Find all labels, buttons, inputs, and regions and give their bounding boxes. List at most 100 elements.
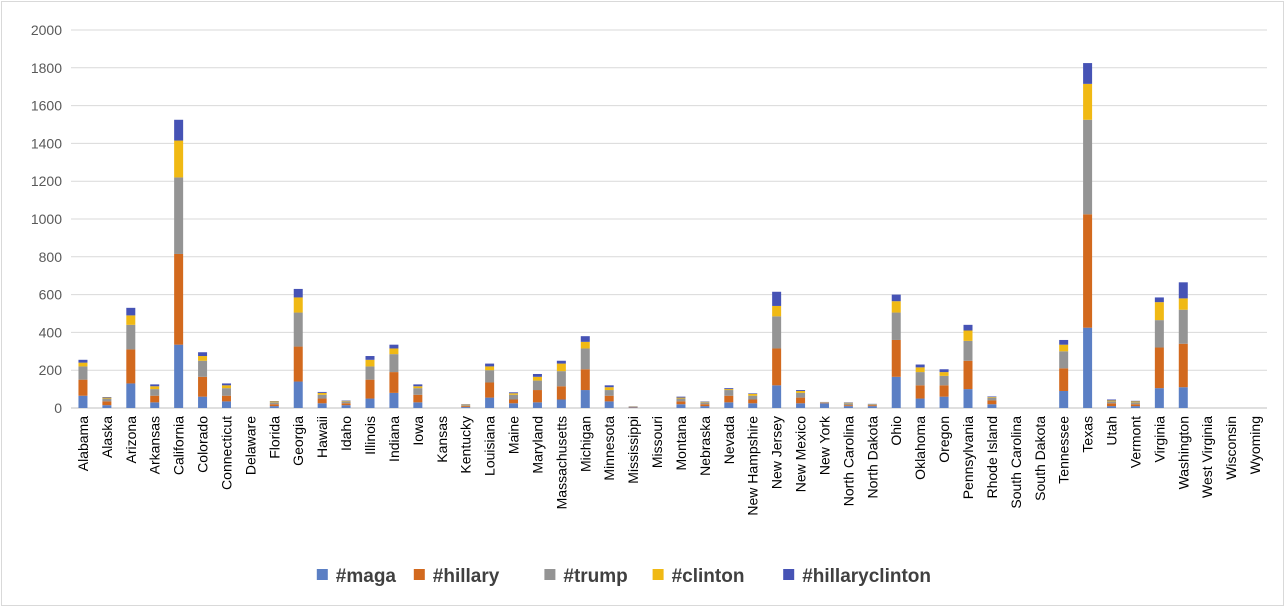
- bar-segment: [198, 356, 208, 361]
- bar-segment: [556, 386, 566, 400]
- legend-swatch: [544, 569, 556, 580]
- x-tick-label: Missouri: [649, 416, 665, 468]
- bar-segment: [1083, 327, 1093, 408]
- bar-segment: [221, 385, 231, 389]
- bar-segment: [509, 393, 519, 395]
- bar-segment: [819, 403, 829, 408]
- bar-segment: [748, 399, 758, 404]
- bar-segment: [293, 297, 303, 313]
- bar-segment: [1130, 401, 1140, 403]
- bar-segment: [772, 305, 782, 317]
- legend-swatch: [413, 569, 425, 580]
- bar-segment: [78, 395, 88, 408]
- bar-segment: [78, 359, 88, 363]
- bar-segment: [867, 404, 877, 406]
- x-tick-label: New York: [816, 415, 832, 475]
- bar-segment: [389, 354, 399, 373]
- x-tick-label: Kentucky: [458, 416, 474, 474]
- bar-segment: [198, 360, 208, 377]
- bar-segment: [676, 397, 686, 399]
- x-tick-label: Idaho: [338, 416, 354, 451]
- bar-segment: [509, 392, 519, 394]
- bar-segment: [915, 364, 925, 368]
- bar-segment: [174, 140, 184, 178]
- x-tick-label: Tennessee: [1056, 416, 1072, 484]
- x-tick-label: Louisiana: [482, 416, 498, 476]
- bar-segment: [939, 385, 949, 397]
- bar-segment: [867, 405, 877, 407]
- legend-swatch: [316, 569, 328, 580]
- bar-segment: [102, 398, 112, 402]
- y-tick-label: 0: [54, 400, 62, 416]
- bar-segment: [724, 390, 734, 396]
- bar-segment: [317, 391, 327, 393]
- x-tick-label: Wisconsin: [1223, 416, 1239, 480]
- y-tick-label: 1200: [31, 173, 62, 189]
- bar-segment: [963, 340, 973, 361]
- x-tick-label: Texas: [1080, 416, 1096, 453]
- bar-segment: [1107, 403, 1117, 407]
- x-tick-label: Oklahoma: [912, 416, 928, 480]
- bar-segment: [700, 402, 710, 405]
- x-tick-label: Georgia: [290, 416, 306, 466]
- bar-segment: [102, 401, 112, 406]
- bar-segment: [819, 402, 829, 404]
- bar-segment: [676, 398, 686, 402]
- x-tick-label: Minnesota: [601, 416, 617, 481]
- x-tick-label: Pennsylvania: [960, 416, 976, 499]
- x-tick-label: Nevada: [721, 416, 737, 464]
- bar-segment: [1083, 63, 1093, 84]
- bar-segment: [150, 384, 160, 387]
- bar-segment: [1154, 320, 1164, 348]
- bar-segment: [317, 398, 327, 404]
- bar-segment: [748, 403, 758, 408]
- bar-segment: [532, 373, 542, 377]
- bar-segment: [485, 363, 495, 367]
- bar-segment: [221, 383, 231, 386]
- bar-segment: [1083, 83, 1093, 120]
- bar-segment: [1107, 400, 1117, 402]
- x-tick-label: Florida: [266, 416, 282, 459]
- bar-segment: [939, 375, 949, 386]
- bar-segment: [413, 384, 423, 387]
- bar-segment: [1178, 282, 1188, 299]
- bar-segment: [843, 405, 853, 407]
- bar-segment: [915, 372, 925, 386]
- bar-segment: [1154, 302, 1164, 321]
- bar-segment: [1083, 214, 1093, 328]
- x-tick-label: New Mexico: [793, 416, 809, 492]
- bar-segment: [843, 403, 853, 406]
- bar-segment: [963, 389, 973, 408]
- x-tick-label: New Hampshire: [745, 416, 761, 516]
- bar-segment: [102, 397, 112, 398]
- x-tick-label: Colorado: [195, 416, 211, 473]
- x-tick-label: Arizona: [123, 416, 139, 464]
- x-tick-label: Maine: [506, 416, 522, 454]
- bar-segment: [532, 380, 542, 391]
- bar-segment: [1107, 406, 1117, 408]
- x-tick-label: Washington: [1175, 416, 1191, 489]
- bar-segment: [891, 301, 901, 313]
- bar-segment: [843, 406, 853, 408]
- x-tick-label: Utah: [1104, 416, 1120, 446]
- bar-segment: [987, 396, 997, 398]
- bar-segment: [1083, 119, 1093, 215]
- x-tick-label: Virginia: [1151, 416, 1167, 463]
- bar-segment: [676, 401, 686, 405]
- bar-segment: [198, 396, 208, 408]
- x-tick-label: Indiana: [386, 416, 402, 462]
- y-tick-label: 800: [39, 249, 63, 265]
- x-tick-label: Delaware: [242, 416, 258, 475]
- x-tick-label: California: [171, 416, 187, 475]
- y-tick-label: 1400: [31, 135, 62, 151]
- bar-segment: [604, 385, 614, 388]
- x-tick-label: Connecticut: [218, 416, 234, 490]
- x-tick-label: Iowa: [410, 416, 426, 446]
- bar-segment: [963, 324, 973, 331]
- bar-segment: [1107, 401, 1117, 404]
- bar-segment: [987, 404, 997, 408]
- y-tick-label: 2000: [31, 22, 62, 38]
- x-tick-label: North Dakota: [864, 416, 880, 499]
- legend-label: #hillary: [433, 566, 500, 587]
- bar-segment: [461, 404, 471, 406]
